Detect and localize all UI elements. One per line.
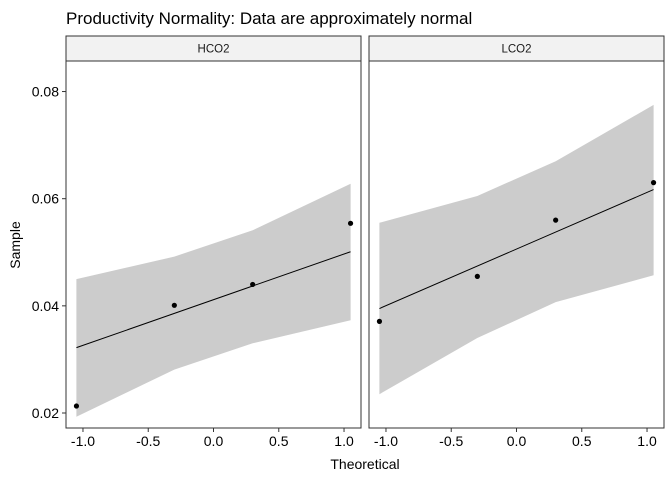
data-point bbox=[650, 180, 657, 186]
x-tick-label: 0.5 bbox=[269, 433, 289, 449]
strip-header bbox=[368, 35, 665, 62]
x-tick-label: 0.5 bbox=[572, 433, 592, 449]
y-tick-label: 0.06 bbox=[32, 191, 59, 207]
chart-title: Productivity Normality: Data are approxi… bbox=[66, 9, 472, 28]
strip-label: LCO2 bbox=[501, 44, 531, 56]
data-point bbox=[474, 273, 480, 279]
facet-panels: HCO2 -1.0 -0.5 0.0 0.5 1.0 0.02 0.04 0.06 0.08 LCO… bbox=[32, 35, 665, 449]
strip-label: HCO2 bbox=[198, 44, 230, 56]
x-tick-label: 0.0 bbox=[204, 433, 224, 449]
data-point bbox=[250, 281, 256, 288]
x-tick-label: 1.0 bbox=[334, 433, 354, 449]
y-tick-label: 0.02 bbox=[32, 405, 59, 421]
x-tick-label: -1.0 bbox=[71, 433, 95, 449]
x-tick-label: -0.5 bbox=[136, 433, 160, 449]
y-tick-label: 0.08 bbox=[32, 84, 59, 100]
strip-header bbox=[65, 35, 362, 62]
y-tick-label: 0.04 bbox=[32, 298, 59, 314]
facet-panel-hco2: HCO2 -1.0 -0.5 0.0 0.5 1.0 0.02 0.04 0.06 0.08 bbox=[32, 35, 362, 449]
data-point bbox=[553, 217, 559, 223]
qq-reference-line bbox=[379, 189, 654, 309]
qq-reference-line bbox=[76, 251, 351, 349]
x-tick-label: -1.0 bbox=[374, 433, 398, 449]
data-point bbox=[171, 302, 177, 308]
data-point bbox=[347, 220, 354, 226]
x-tick-label: -0.5 bbox=[439, 433, 463, 449]
x-tick-label: 1.0 bbox=[637, 433, 657, 449]
facet-panel-lco2: LCO2 -1.0 -0.5 0.0 0.5 1.0 bbox=[368, 35, 665, 449]
y-axis-title: Sample bbox=[7, 221, 23, 269]
data-point bbox=[376, 318, 383, 324]
data-point bbox=[73, 403, 80, 409]
x-tick-label: 0.0 bbox=[507, 433, 527, 449]
x-axis-title: Theoretical bbox=[330, 456, 399, 472]
